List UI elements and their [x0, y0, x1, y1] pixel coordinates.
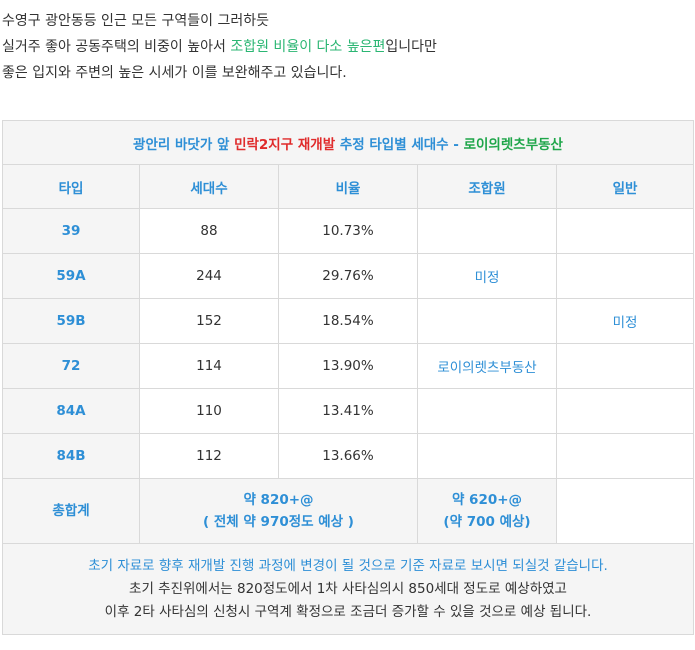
cell-ratio: 10.73%	[278, 208, 418, 254]
header-general: 일반	[556, 164, 694, 209]
cell-ratio: 13.41%	[278, 388, 418, 434]
cell-general: 미정	[556, 298, 694, 344]
cell-type: 84A	[2, 388, 140, 434]
cell-member	[417, 433, 557, 479]
table-row: 84B 112 13.66%	[2, 433, 694, 479]
table-note-row: 초기 자료로 향후 재개발 진행 과정에 변경이 될 것으로 기준 자료로 보시…	[2, 543, 694, 635]
cell-units: 244	[139, 253, 279, 299]
note-line-2: 초기 추진위에서는 820정도에서 1차 사타심의시 850세대 정도로 예상하…	[129, 580, 567, 597]
cell-general	[556, 433, 694, 479]
header-type: 타입	[2, 164, 140, 209]
table-title-green: 로이의렛츠부동산	[463, 136, 563, 153]
cell-type: 59B	[2, 298, 140, 344]
intro-line-1: 수영구 광안동등 인근 모든 구역들이 그러하듯	[2, 13, 269, 29]
header-member: 조합원	[417, 164, 557, 209]
cell-member	[417, 388, 557, 434]
intro-line-2: 실거주 좋아 공동주택의 비중이 높아서 조합원 비율이 다소 높은편입니다만	[2, 34, 692, 60]
table-total-row: 총합계 약 820+@ ( 전체 약 970정도 예상 ) 약 620+@ (약…	[2, 478, 694, 544]
table-title-mid: 추정 타입별 세대수 -	[335, 136, 464, 153]
cell-member: 로이의렛츠부동산	[417, 343, 557, 389]
intro-line-2-post: 입니다만	[385, 39, 437, 55]
cell-units: 152	[139, 298, 279, 344]
total-general	[556, 478, 694, 544]
cell-type: 39	[2, 208, 140, 254]
cell-units: 114	[139, 343, 279, 389]
cell-type: 59A	[2, 253, 140, 299]
cell-units: 110	[139, 388, 279, 434]
total-member: 약 620+@ (약 700 예상)	[417, 478, 557, 544]
table-note: 초기 자료로 향후 재개발 진행 과정에 변경이 될 것으로 기준 자료로 보시…	[2, 543, 694, 635]
cell-units: 112	[139, 433, 279, 479]
total-units: 약 820+@ ( 전체 약 970정도 예상 )	[139, 478, 418, 544]
table-title-red: 민락2지구 재개발	[234, 136, 336, 153]
table-row: 39 88 10.73%	[2, 208, 694, 254]
intro-text: 수영구 광안동등 인근 모든 구역들이 그러하듯 실거주 좋아 공동주택의 비중…	[2, 8, 692, 86]
total-units-line-1: 약 820+@	[243, 492, 314, 508]
cell-general	[556, 343, 694, 389]
note-line-1: 초기 자료로 향후 재개발 진행 과정에 변경이 될 것으로 기준 자료로 보시…	[88, 557, 608, 574]
cell-ratio: 13.90%	[278, 343, 418, 389]
cell-general	[556, 208, 694, 254]
table-row: 72 114 13.90% 로이의렛츠부동산	[2, 343, 694, 389]
cell-type: 84B	[2, 433, 140, 479]
table-title: 광안리 바닷가 앞 민락2지구 재개발 추정 타입별 세대수 - 로이의렛츠부동…	[2, 120, 694, 165]
intro-line-2-pre: 실거주 좋아 공동주택의 비중이 높아서	[2, 39, 231, 55]
table-row: 59A 244 29.76% 미정	[2, 253, 694, 299]
cell-ratio: 18.54%	[278, 298, 418, 344]
intro-line-3: 좋은 입지와 주변의 높은 시세가 이를 보완해주고 있습니다.	[2, 65, 347, 81]
cell-units: 88	[139, 208, 279, 254]
header-units: 세대수	[139, 164, 279, 209]
cell-member	[417, 298, 557, 344]
table-row: 84A 110 13.41%	[2, 388, 694, 434]
cell-ratio: 29.76%	[278, 253, 418, 299]
cell-ratio: 13.66%	[278, 433, 418, 479]
intro-line-2-highlight: 조합원 비율이 다소 높은편	[230, 39, 386, 55]
table-title-row: 광안리 바닷가 앞 민락2지구 재개발 추정 타입별 세대수 - 로이의렛츠부동…	[2, 120, 694, 165]
cell-type: 72	[2, 343, 140, 389]
cell-general	[556, 253, 694, 299]
cell-general	[556, 388, 694, 434]
table-row: 59B 152 18.54% 미정	[2, 298, 694, 344]
total-member-line-1: 약 620+@	[451, 492, 523, 508]
note-line-3: 이후 2타 사타심의 신청시 구역계 확정으로 조금더 증가할 수 있을 것으로…	[104, 603, 592, 620]
total-label: 총합계	[2, 478, 140, 544]
total-member-line-2: (약 700 예상)	[443, 514, 531, 530]
table-title-pre: 광안리 바닷가 앞	[133, 136, 235, 153]
header-ratio: 비율	[278, 164, 418, 209]
total-units-line-2: ( 전체 약 970정도 예상 )	[203, 514, 354, 530]
cell-member: 미정	[417, 253, 557, 299]
cell-member	[417, 208, 557, 254]
table-header-row: 타입 세대수 비율 조합원 일반	[2, 164, 694, 209]
unit-type-table: 광안리 바닷가 앞 민락2지구 재개발 추정 타입별 세대수 - 로이의렛츠부동…	[2, 120, 694, 635]
